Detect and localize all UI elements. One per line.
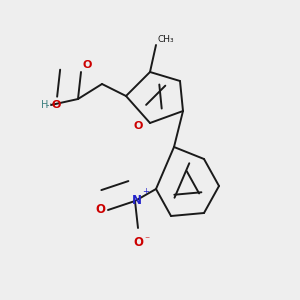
Text: O: O (95, 203, 105, 216)
Text: O: O (52, 100, 61, 110)
Text: O: O (133, 236, 143, 248)
Text: ⁻: ⁻ (144, 236, 149, 245)
Text: -: - (46, 100, 50, 110)
Text: O: O (133, 121, 142, 131)
Text: H: H (40, 100, 48, 110)
Text: N: N (131, 194, 142, 208)
Text: +: + (142, 188, 149, 196)
Text: CH₃: CH₃ (158, 34, 174, 43)
Text: O: O (82, 61, 92, 70)
